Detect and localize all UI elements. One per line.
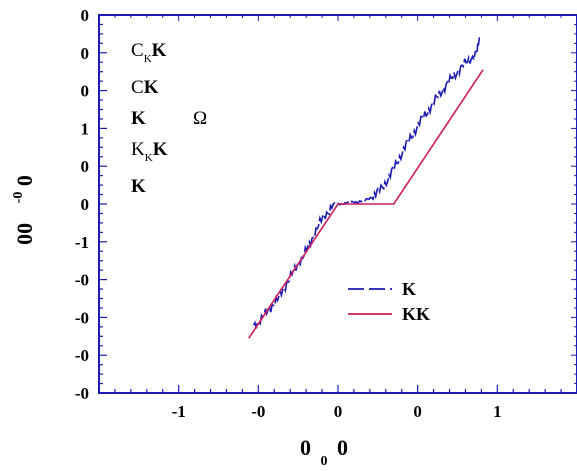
annotation-omega: Ω [193, 108, 207, 129]
y-tick-label: -0 [75, 271, 89, 290]
annotation-line-3: K [131, 108, 146, 129]
x-tick-label: 0 [334, 402, 343, 421]
annotation-line-1: CKK [131, 40, 167, 65]
y-tick-label: 0 [81, 157, 90, 176]
y-tick-label: 0 [81, 82, 90, 101]
y-tick-label: 1 [81, 119, 90, 138]
series-line-2 [248, 69, 484, 339]
x-axis-title-sub: 0 [321, 454, 328, 469]
y-axis-title-tail: 0 [12, 175, 37, 186]
series-line-1 [252, 36, 481, 329]
y-tick-labels: 0 0 0 1 0 0 -1 -0 -0 -0 -0 [75, 6, 89, 403]
y-axis-title-sup: -0 [11, 192, 26, 204]
annotation-line-5: K [131, 176, 146, 197]
x-axis-title: 0 0 0 [300, 435, 348, 470]
legend: K KK [348, 279, 430, 324]
y-tick-label: -0 [75, 384, 89, 403]
y-axis-title: 00 -0 0 [2, 175, 37, 245]
y-tick-label: 0 [81, 195, 90, 214]
y-tick-label: -0 [75, 308, 89, 327]
annotation-line-4: KKK [131, 139, 168, 164]
annotation-line-2: CK [131, 77, 159, 98]
x-axis-title-main: 0 [300, 435, 311, 460]
y-tick-label: -0 [75, 346, 89, 365]
x-tick-label: 0 [413, 402, 422, 421]
y-tick-label: 0 [81, 6, 90, 25]
legend-label-series-2: KK [402, 304, 430, 324]
series-layer [248, 36, 484, 339]
x-tick-label: 1 [493, 402, 502, 421]
y-axis-title-main: 00 [12, 223, 37, 245]
x-axis-title-tail: 0 [337, 435, 348, 460]
y-tick-label: -1 [75, 233, 89, 252]
x-tick-labels: -1 -0 0 0 1 [172, 402, 502, 421]
annotation-block: CKK CK K Ω KKK K [131, 40, 207, 197]
y-tick-label: 0 [81, 44, 90, 63]
legend-label-series-1: K [402, 279, 416, 299]
x-tick-label: -0 [251, 402, 265, 421]
x-tick-label: -1 [172, 402, 186, 421]
svg-text:00 -0 0: 00 -0 0 [2, 175, 37, 245]
